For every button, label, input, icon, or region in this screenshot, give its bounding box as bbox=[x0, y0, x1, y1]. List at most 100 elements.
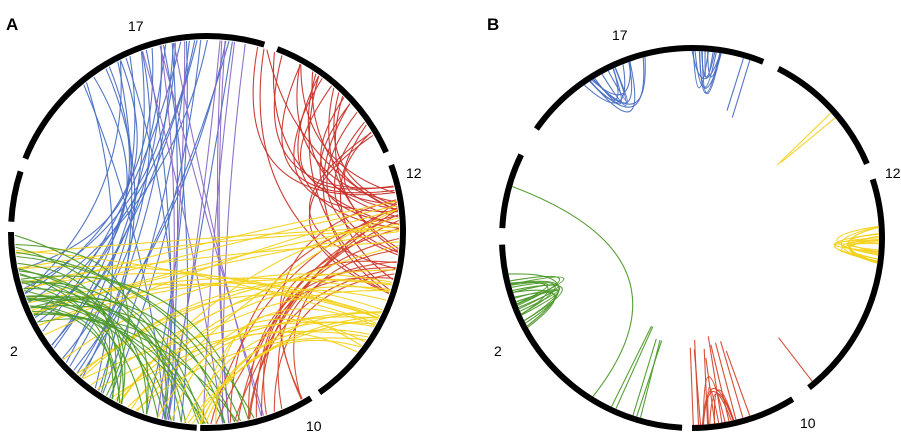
ring-segment-10 bbox=[691, 396, 795, 431]
link-red-top bbox=[252, 46, 395, 196]
link-17-blue bbox=[76, 68, 136, 374]
link-2-green bbox=[30, 298, 167, 420]
ring-segment-2 bbox=[499, 244, 683, 431]
link-10-red-spoke bbox=[694, 339, 700, 425]
link-2-green-loop bbox=[510, 280, 560, 322]
link-12-10-red bbox=[273, 273, 395, 412]
link-17-purple bbox=[221, 43, 246, 424]
panel-a-label-17: 17 bbox=[128, 18, 144, 34]
link-12-yellow-spoke bbox=[776, 112, 832, 166]
link-12-10-red bbox=[247, 268, 396, 420]
link-12-yellow-loop bbox=[834, 243, 879, 253]
link-2-green-spoke bbox=[611, 325, 652, 408]
link-2-green bbox=[23, 288, 126, 404]
link-12-yellow bbox=[127, 316, 379, 408]
link-17-blue-loop bbox=[583, 64, 626, 104]
link-17-blue bbox=[166, 41, 233, 420]
link-17-purple bbox=[167, 40, 221, 421]
link-2-green bbox=[17, 262, 111, 393]
panel-a-label-10: 10 bbox=[306, 418, 322, 434]
link-17-blue bbox=[83, 84, 166, 420]
link-17-blue bbox=[18, 60, 138, 271]
ring-segment-12 bbox=[807, 178, 885, 391]
link-red-top bbox=[334, 95, 399, 253]
link-12-yellow bbox=[131, 286, 391, 409]
link-12-10-red bbox=[215, 209, 398, 425]
ring-segment-10 bbox=[200, 395, 313, 431]
ring-segment-2 bbox=[8, 231, 197, 431]
link-2-green bbox=[16, 251, 255, 419]
link-12-yellow bbox=[16, 226, 399, 255]
link-17-blue bbox=[51, 56, 136, 346]
link-12-yellow bbox=[21, 241, 399, 283]
link-17-blue bbox=[62, 51, 151, 359]
link-2-green bbox=[20, 275, 249, 420]
link-17-blue-spoke bbox=[726, 58, 745, 111]
link-17-blue bbox=[146, 41, 188, 415]
link-12-yellow-loop bbox=[842, 239, 880, 255]
link-2-green bbox=[25, 295, 187, 423]
link-17-blue-loop-b bbox=[707, 51, 721, 78]
link-2-green bbox=[15, 246, 200, 424]
link-17-purple bbox=[159, 45, 265, 416]
panel-a-letter: A bbox=[6, 15, 18, 34]
panel-b-chromosome-ring bbox=[499, 45, 885, 431]
link-2-green bbox=[27, 296, 226, 424]
link-red-top bbox=[296, 63, 397, 203]
link-10-red-spoke bbox=[725, 350, 751, 416]
panel-a-label-2: 2 bbox=[10, 343, 18, 359]
panel-b-label-17: 17 bbox=[612, 27, 628, 43]
link-red-top bbox=[297, 75, 400, 229]
panel-b-label-10: 10 bbox=[800, 415, 816, 431]
link-2-green-spoke bbox=[636, 340, 663, 417]
link-2-green bbox=[29, 305, 121, 404]
link-2-green-loop bbox=[509, 275, 561, 306]
ring-segment-17b bbox=[776, 66, 870, 165]
link-12-yellow bbox=[28, 283, 379, 319]
link-10-red-spoke bbox=[689, 347, 694, 426]
link-2-green-spoke bbox=[615, 326, 654, 410]
link-17-blue-loop-b bbox=[692, 50, 709, 89]
panel-a: A 17 12 2 10 bbox=[6, 15, 422, 434]
link-17-blue-loop-b bbox=[694, 50, 722, 89]
link-2-green-loop bbox=[511, 282, 549, 305]
link-10-red-loop bbox=[713, 389, 735, 424]
link-10-red-loop bbox=[707, 387, 720, 425]
link-10-red-loop bbox=[702, 390, 732, 425]
link-12-yellow bbox=[114, 289, 390, 401]
link-17-blue-loop bbox=[601, 67, 627, 106]
link-2-green bbox=[21, 281, 145, 414]
link-12-yellow bbox=[18, 229, 400, 269]
link-12-10-red bbox=[263, 277, 394, 415]
link-2-green bbox=[29, 305, 114, 400]
link-red-top bbox=[322, 103, 390, 294]
link-12-yellow-b bbox=[187, 319, 378, 424]
link-red-top bbox=[333, 121, 399, 253]
link-12-10-red bbox=[277, 261, 397, 409]
ring-segment-2b bbox=[8, 170, 24, 222]
link-12-yellow bbox=[18, 265, 379, 319]
link-10-red-spoke bbox=[707, 336, 723, 423]
link-red-top bbox=[281, 64, 395, 194]
panel-b-label-2: 2 bbox=[494, 343, 502, 359]
link-12-yellow bbox=[90, 244, 399, 386]
link-12-yellow-b bbox=[192, 316, 380, 424]
ring-segment-17 bbox=[22, 33, 266, 160]
link-12-yellow bbox=[27, 205, 398, 300]
link-red-top bbox=[308, 75, 391, 291]
link-10-red-spoke bbox=[778, 337, 813, 382]
link-12-yellow bbox=[62, 273, 393, 360]
panel-b-letter: B bbox=[487, 15, 499, 34]
link-red-top bbox=[266, 49, 399, 212]
link-17-blue-loop bbox=[591, 61, 631, 96]
panel-b: B 17 12 2 10 bbox=[487, 15, 901, 431]
link-12-yellow bbox=[38, 278, 392, 326]
link-12-yellow bbox=[110, 311, 382, 399]
link-2-green bbox=[37, 318, 225, 424]
panel-a-chromosome-ring bbox=[8, 33, 407, 431]
link-17-purple bbox=[160, 45, 175, 419]
link-red-top bbox=[273, 55, 394, 189]
link-red-top bbox=[299, 85, 394, 190]
link-10-red-spoke bbox=[703, 348, 709, 425]
